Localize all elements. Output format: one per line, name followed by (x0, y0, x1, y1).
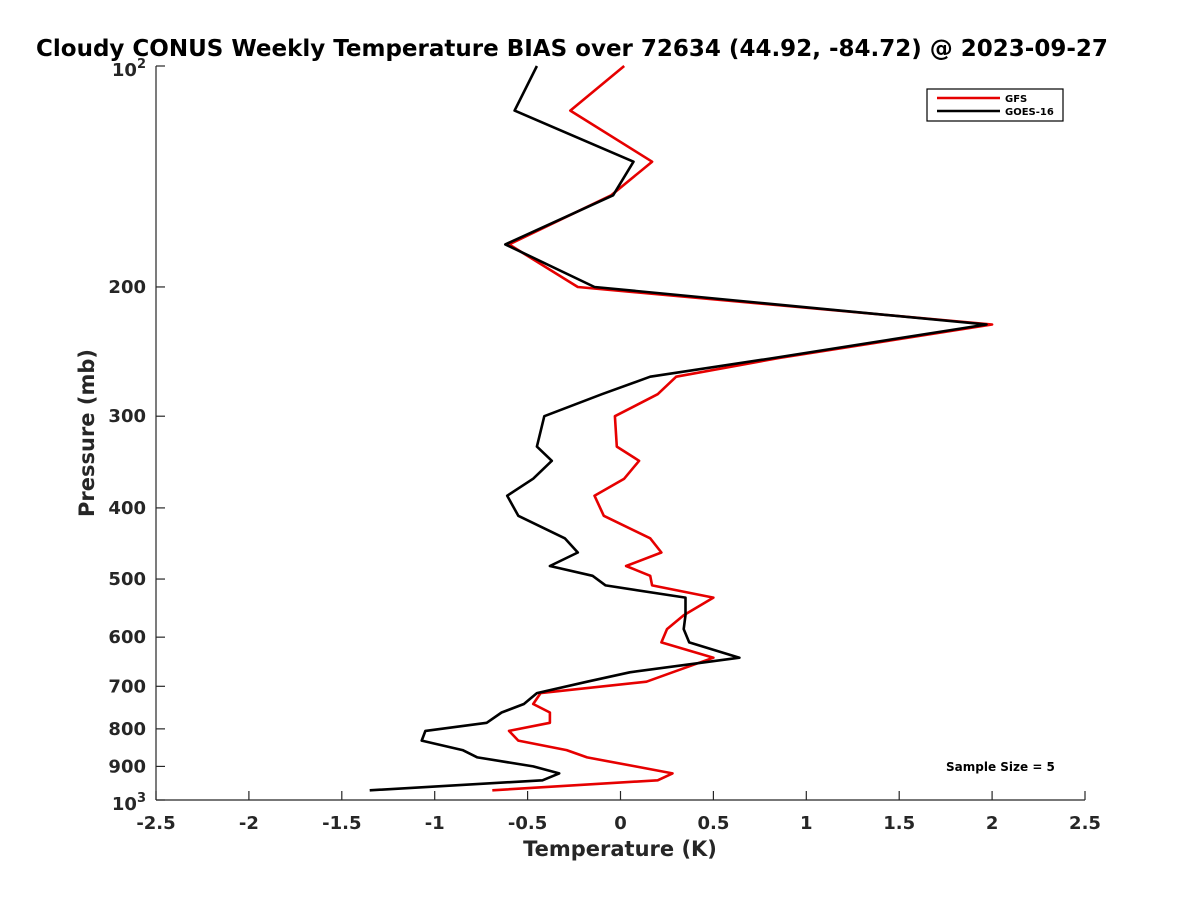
y-tick-label-bottom: 103 (112, 791, 146, 815)
x-tick-label: -1.5 (322, 813, 361, 834)
x-tick-label: 0 (614, 813, 627, 834)
x-tick-label: 2.5 (1069, 813, 1101, 834)
plot-area (155, 66, 1085, 801)
chart-title: Cloudy CONUS Weekly Temperature BIAS ove… (36, 36, 1108, 62)
x-tick-label: -2.5 (136, 813, 175, 834)
legend-box (926, 88, 1064, 122)
y-tick-label: 800 (108, 719, 146, 740)
y-top-exp: 2 (137, 57, 146, 72)
y-top-base: 10 (112, 60, 137, 81)
y-tick-label: 200 (108, 277, 146, 298)
y-tick-label: 400 (108, 498, 146, 519)
x-tick-label: 1 (800, 813, 813, 834)
x-tick-label: 1.5 (883, 813, 915, 834)
y-bottom-exp: 3 (137, 791, 146, 806)
x-tick-label: 0.5 (697, 813, 729, 834)
series-line-gfs (492, 64, 994, 792)
sample-size-annotation: Sample Size = 5 (946, 760, 1055, 774)
legend: GFS GOES-16 (926, 88, 1064, 122)
legend-label-gfs: GFS (1005, 94, 1027, 105)
y-tick-label: 300 (108, 406, 146, 427)
legend-label-goes16: GOES-16 (1005, 107, 1054, 118)
y-tick-label-top: 102 (112, 57, 146, 81)
series-line-goes16 (369, 65, 988, 792)
y-axis-label: Pressure (mb) (75, 349, 99, 517)
y-ticks: 200 300 400 500 600 700 800 900 (108, 65, 165, 801)
x-axis-label: Temperature (K) (523, 837, 717, 861)
y-tick-label: 500 (108, 569, 146, 590)
x-tick-label: -2 (239, 813, 259, 834)
y-tick-label: 700 (108, 676, 146, 697)
y-tick-label: 600 (108, 627, 146, 648)
x-tick-label: 2 (986, 813, 999, 834)
x-tick-label: -1 (425, 813, 445, 834)
y-tick-label: 900 (108, 756, 146, 777)
x-ticks: -2.5 -2 -1.5 -1 -0.5 0 0.5 1 1.5 2 2.5 (136, 791, 1101, 834)
series-layer (369, 64, 994, 792)
x-tick-label: -0.5 (508, 813, 547, 834)
y-bottom-base: 10 (112, 794, 137, 815)
